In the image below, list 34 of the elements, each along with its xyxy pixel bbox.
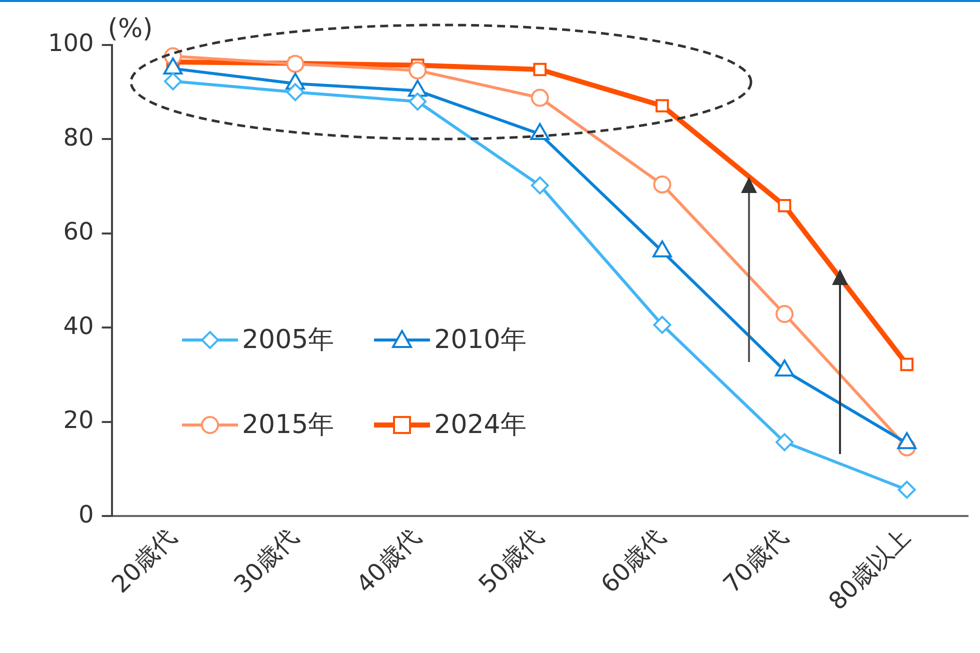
y-axis-title: (%) xyxy=(108,14,153,44)
point xyxy=(286,54,304,73)
legend-label: 2005年 xyxy=(242,324,334,357)
x-tick-label: 30歳代 xyxy=(228,523,304,599)
point xyxy=(778,199,792,212)
x-tick-label: 80歳以上 xyxy=(823,523,916,616)
x-tick-label: 40歳代 xyxy=(350,523,426,599)
x-tick-label: 70歳代 xyxy=(718,523,794,599)
point xyxy=(533,62,547,76)
x-tick-label: 50歳代 xyxy=(473,523,549,599)
point xyxy=(898,480,916,499)
y-tick-label: 60 xyxy=(63,218,94,246)
y-tick-label: 100 xyxy=(48,29,94,58)
point xyxy=(286,83,304,102)
x-tick-label: 20歳代 xyxy=(106,523,182,599)
legend-label: 2015年 xyxy=(242,409,334,442)
point xyxy=(530,88,549,107)
x-tick-label: 60歳代 xyxy=(596,523,671,599)
point xyxy=(164,72,182,90)
y-tick-label: 0 xyxy=(78,500,94,528)
point xyxy=(653,175,672,194)
point xyxy=(408,92,427,111)
y-tick-label: 80 xyxy=(63,123,94,152)
y-tick-label: 20 xyxy=(63,406,94,434)
point xyxy=(408,61,427,80)
legend-label: 2024年 xyxy=(434,409,526,442)
y-tick-label: 40 xyxy=(63,312,94,340)
point xyxy=(656,99,669,112)
point xyxy=(900,358,914,372)
point xyxy=(776,433,794,452)
point xyxy=(653,316,672,334)
point xyxy=(530,176,549,194)
point xyxy=(776,305,794,324)
legend-label: 2010年 xyxy=(434,324,526,357)
